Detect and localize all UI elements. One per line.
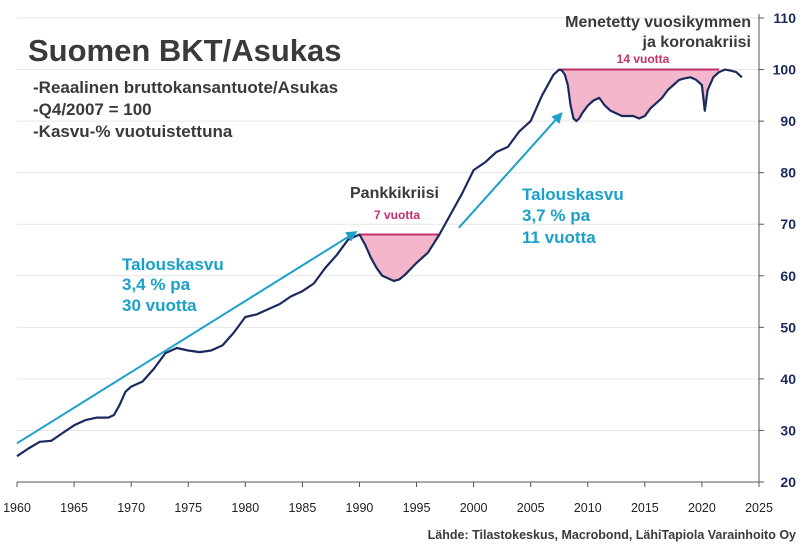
y-tick-label-100: 100 bbox=[773, 62, 797, 78]
y-tick-label-70: 70 bbox=[780, 216, 796, 232]
x-tick-label-2005: 2005 bbox=[517, 501, 545, 515]
x-tick-label-1990: 1990 bbox=[346, 501, 374, 515]
subtitle-line-1: -Reaalinen bruttokansantuote/Asukas bbox=[33, 78, 338, 97]
subtitle-line-3: -Kasvu-% vuotuistettuna bbox=[33, 122, 233, 141]
y-tick-label-110: 110 bbox=[773, 10, 796, 26]
x-tick-label-2025: 2025 bbox=[745, 501, 773, 515]
x-tick-label-1965: 1965 bbox=[60, 501, 88, 515]
y-tick-label-90: 90 bbox=[780, 113, 796, 129]
y-tick-label-80: 80 bbox=[780, 165, 796, 181]
x-tick-label-2020: 2020 bbox=[688, 501, 716, 515]
dip-regions bbox=[359, 68, 720, 281]
y-tick-label-20: 20 bbox=[780, 474, 796, 490]
growth1-label-3: 30 vuotta bbox=[122, 296, 197, 315]
growth-arrow-1 bbox=[16, 231, 358, 445]
x-tick-label-1975: 1975 bbox=[174, 501, 202, 515]
y-tick-label-50: 50 bbox=[780, 319, 796, 335]
source-note: Lähde: Tilastokeskus, Macrobond, LähiTap… bbox=[428, 528, 796, 542]
x-tick-label-1960: 1960 bbox=[3, 501, 31, 515]
y-tick-label-40: 40 bbox=[780, 371, 796, 387]
series-layer bbox=[16, 68, 743, 458]
gdp-series-line bbox=[16, 68, 743, 458]
x-tick-label-2000: 2000 bbox=[460, 501, 488, 515]
crisis1-label: Pankkikriisi bbox=[350, 185, 439, 202]
dip1-duration-label: 7 vuotta bbox=[374, 208, 420, 222]
x-tick-label-1995: 1995 bbox=[403, 501, 431, 515]
y-tick-label-30: 30 bbox=[780, 422, 796, 438]
x-tick-label-2010: 2010 bbox=[574, 501, 602, 515]
growth-arrows bbox=[16, 112, 563, 445]
growth1-label-2: 3,4 % pa bbox=[122, 275, 191, 294]
axes: 1960 1965 1970 1975 1980 1985 1990 1995 2000 2005… bbox=[3, 10, 796, 515]
subtitle-line-2: -Q4/2007 = 100 bbox=[33, 100, 152, 119]
crisis2-label-2: ja koronakriisi bbox=[642, 34, 752, 51]
y-tick-label-60: 60 bbox=[780, 268, 796, 284]
growth2-label-1: Talouskasvu bbox=[522, 185, 624, 204]
x-tick-label-2015: 2015 bbox=[631, 501, 659, 515]
growth2-label-3: 11 vuotta bbox=[522, 228, 596, 247]
dip2-duration-label: 14 vuotta bbox=[617, 52, 670, 66]
chart-title: Suomen BKT/Asukas bbox=[28, 33, 342, 68]
x-tick-label-1985: 1985 bbox=[288, 501, 316, 515]
x-tick-label-1970: 1970 bbox=[117, 501, 145, 515]
gridlines bbox=[17, 17, 759, 431]
crisis2-label-1: Menetetty vuosikymmen bbox=[565, 14, 751, 31]
growth2-label-2: 3,7 % pa bbox=[522, 206, 591, 225]
growth1-label-1: Talouskasvu bbox=[122, 255, 224, 274]
dip-region-fill-1 bbox=[359, 234, 440, 281]
x-tick-label-1980: 1980 bbox=[231, 501, 259, 515]
dip-region-fill-2 bbox=[559, 69, 720, 122]
growth-arrow-2 bbox=[458, 112, 563, 229]
